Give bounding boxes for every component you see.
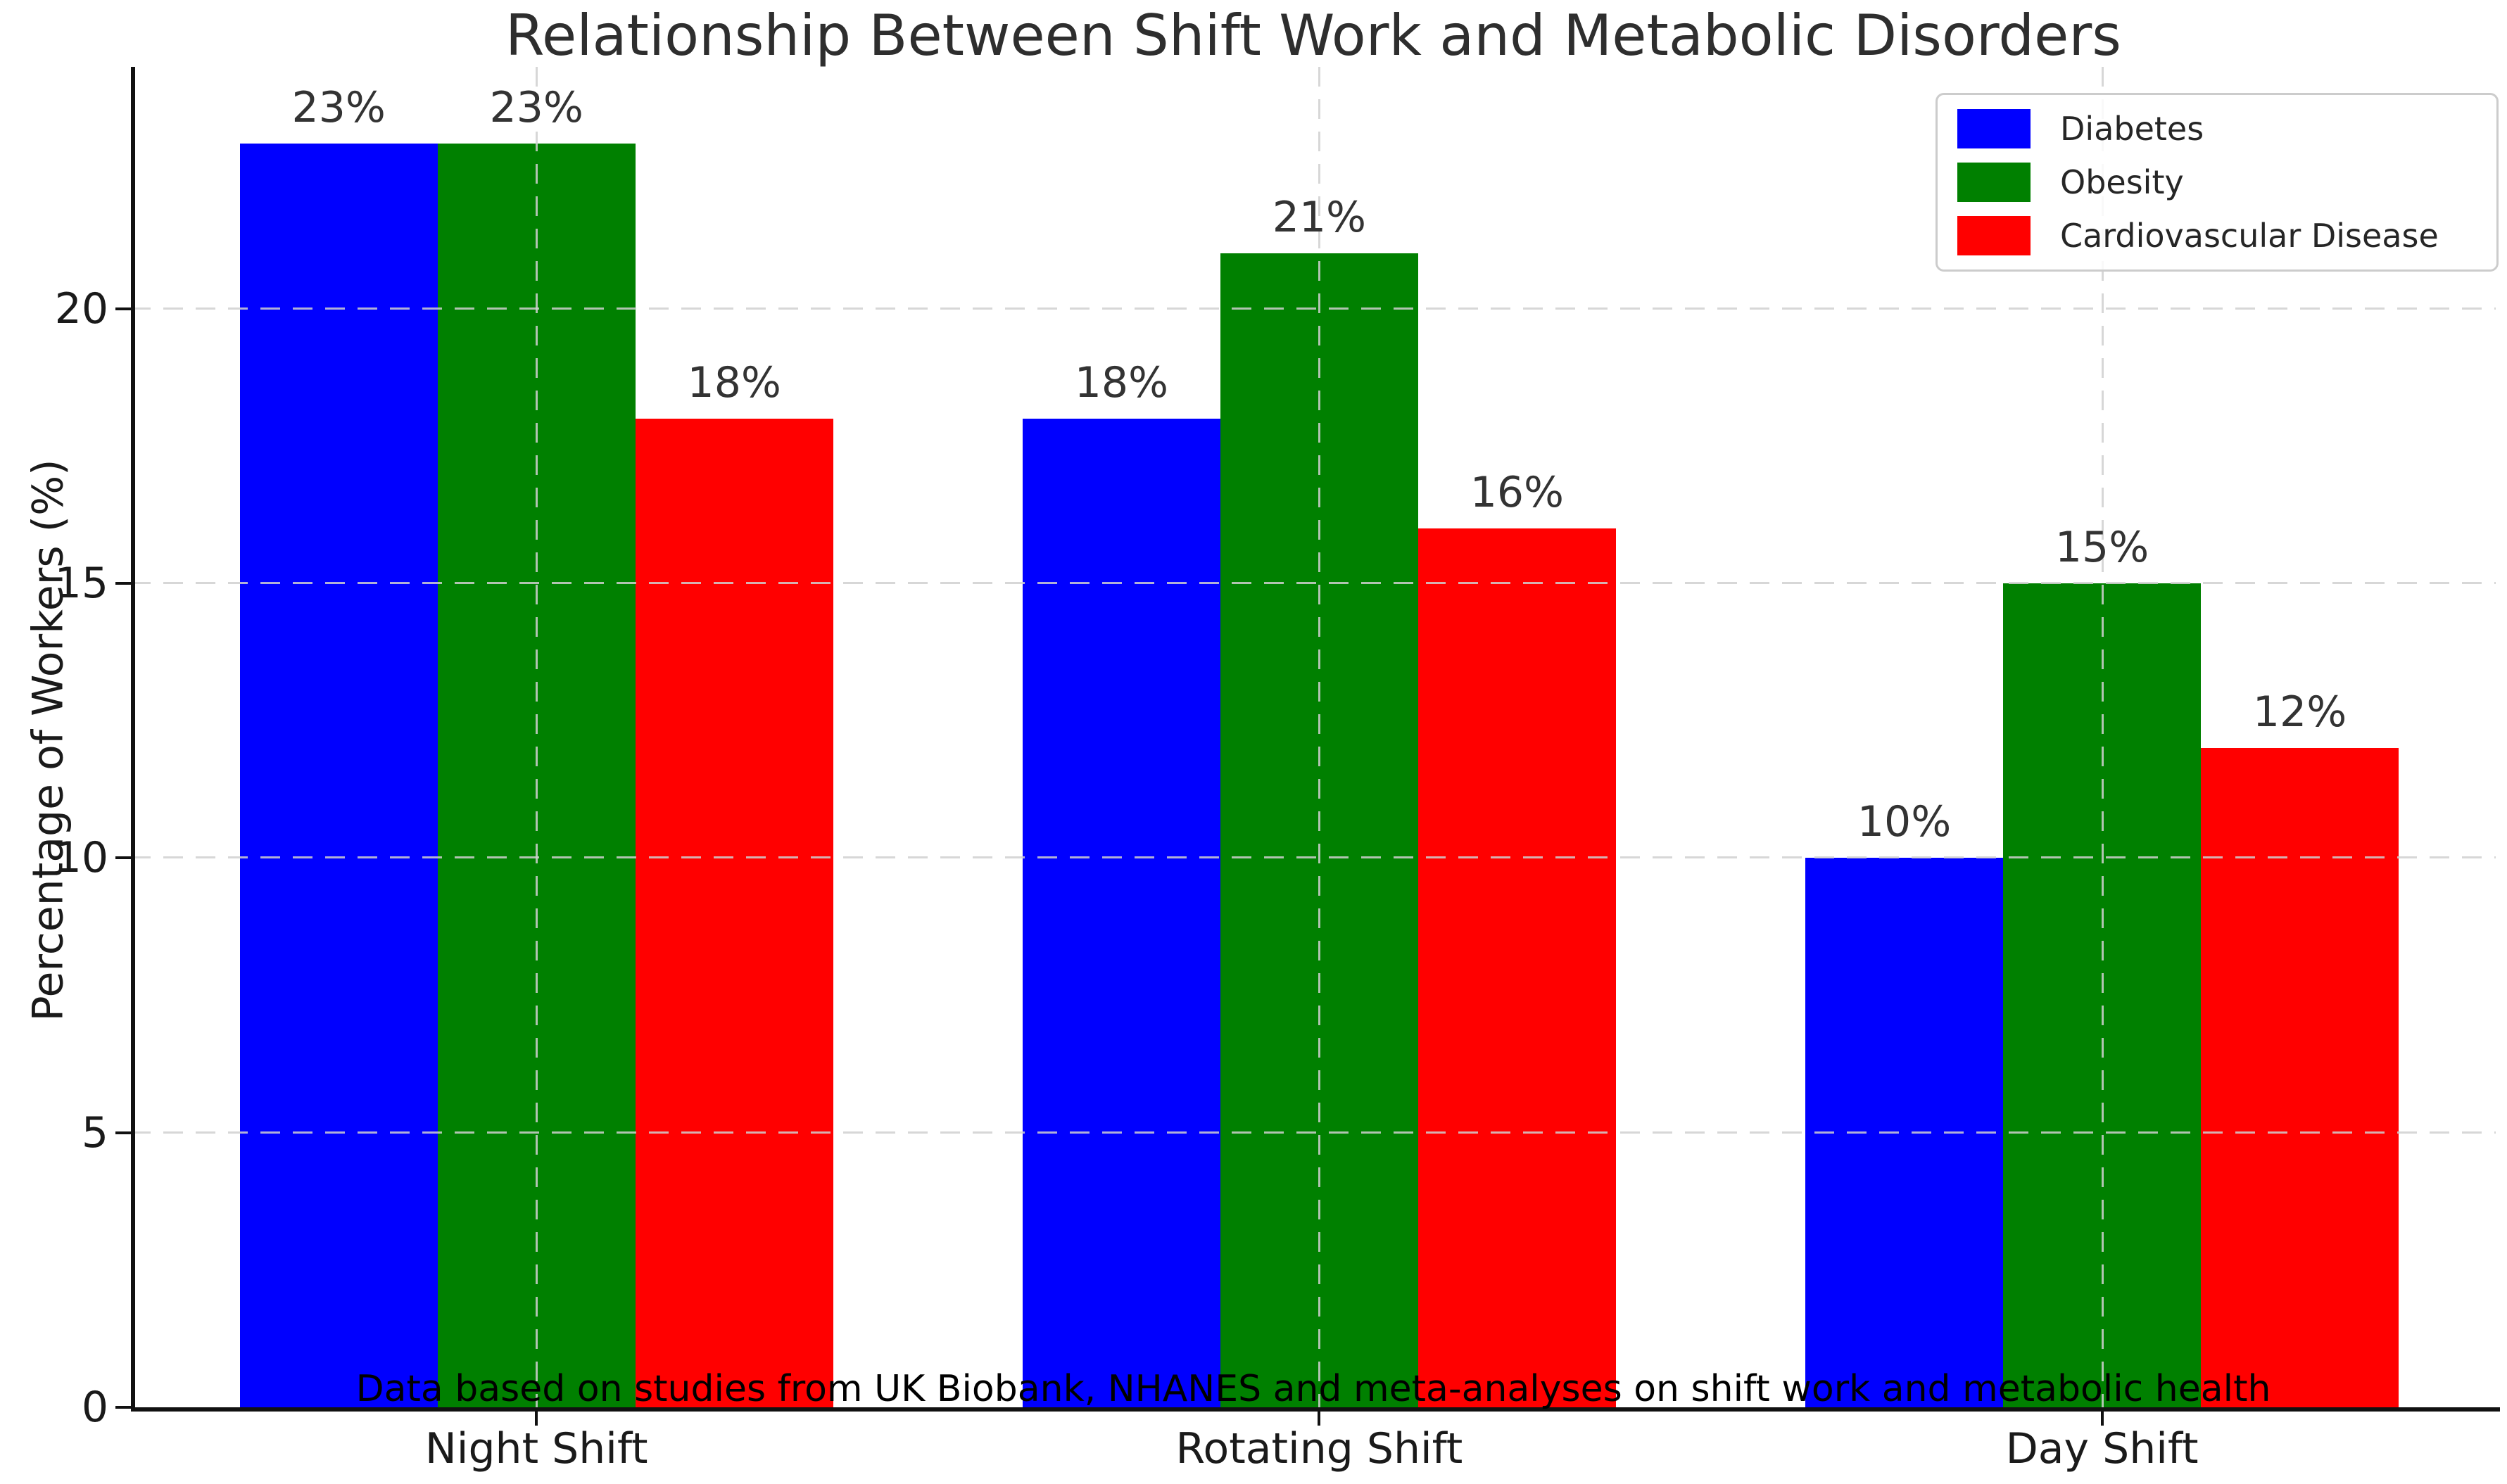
h-gridline-15 [131,581,2496,584]
y-tick-label-5: 5 [81,1108,108,1158]
bar-value-label: 18% [1074,357,1169,407]
bar-value-label: 23% [291,83,386,133]
plot-area: 23% 18% 10% 23% 21% 15% 18% 16% 12% [131,67,2496,1407]
legend-swatch-icon [1957,109,2031,148]
y-tick-label-10: 10 [54,833,108,883]
footnote: Data based on studies from UK Biobank, N… [355,1368,2271,1410]
y-tick-mark-15 [115,581,131,585]
y-tick-label-15: 15 [54,558,108,608]
x-tick-label-1: Rotating Shift [1175,1424,1463,1473]
legend-swatch-icon [1957,216,2031,255]
x-axis-line [131,1407,2500,1412]
bar-value-label: 21% [1272,193,1367,243]
bar-cardiovascular-disease-1 [1417,528,1616,1407]
h-gridline-5 [131,1131,2496,1134]
legend-item-obesity: Obesity [1957,163,2477,202]
bar-value-label: 10% [1857,797,1952,847]
y-tick-label-20: 20 [54,284,108,334]
legend: Diabetes Obesity Cardiovascular Disease [1935,93,2499,272]
x-tick-mark-2 [2100,1412,2104,1426]
x-tick-mark-1 [1318,1412,1321,1426]
x-tick-label-0: Night Shift [424,1424,648,1473]
y-tick-mark-0 [115,1406,131,1409]
legend-label: Diabetes [2060,110,2204,148]
bar-cardiovascular-disease-0 [635,418,833,1407]
legend-swatch-icon [1957,163,2031,202]
legend-item-cardiovascular-disease: Cardiovascular Disease [1957,216,2477,255]
y-tick-label-0: 0 [81,1383,108,1432]
v-gridline-0 [536,67,538,1407]
bar-diabetes-0 [239,144,438,1407]
bar-value-label: 12% [2252,687,2347,737]
v-gridline-1 [1318,67,1321,1407]
bar-value-label: 16% [1470,467,1565,517]
bar-value-label: 18% [687,357,781,407]
x-tick-mark-0 [535,1412,538,1426]
h-gridline-10 [131,856,2496,859]
chart-title: Relationship Between Shift Work and Meta… [505,3,2121,68]
y-axis-line [131,67,135,1412]
y-axis-label: Percentage of Workers (%) [23,459,73,1022]
legend-item-diabetes: Diabetes [1957,109,2477,148]
bar-diabetes-1 [1022,418,1220,1407]
legend-label: Cardiovascular Disease [2060,217,2439,255]
bar-value-label: 23% [489,83,583,133]
legend-label: Obesity [2060,163,2184,201]
bar-value-label: 15% [2054,522,2149,572]
v-gridline-2 [2101,67,2104,1407]
y-tick-mark-10 [115,856,131,860]
h-gridline-20 [131,307,2496,310]
bar-cardiovascular-disease-2 [2201,748,2399,1407]
x-tick-label-2: Day Shift [2005,1424,2199,1473]
y-tick-mark-5 [115,1131,131,1134]
y-tick-mark-20 [115,307,131,310]
